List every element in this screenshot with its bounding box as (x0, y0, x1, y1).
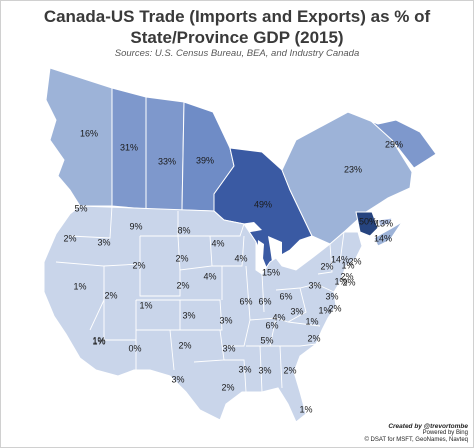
us-mainland-shape (43, 205, 363, 423)
label-maine: 2% (348, 256, 361, 266)
label-manitoba: 39% (196, 155, 214, 165)
label-new-hampshire: 1% (341, 260, 354, 270)
label-montana: 9% (129, 221, 142, 231)
us-state-borders (55, 205, 345, 393)
label-idaho: 3% (97, 237, 110, 247)
label-maryland: 1% (318, 305, 331, 315)
label-nova-scotia: 14% (374, 233, 392, 243)
label-minnesota: 4% (211, 238, 224, 248)
label-kentucky: 4% (272, 312, 285, 322)
label-pei: 13% (375, 218, 393, 228)
label-pennsylvania: 3% (308, 280, 321, 290)
map-credit: Created by @trevortombe Powered by Bing … (364, 423, 468, 444)
label-florida: 1% (299, 404, 312, 414)
label-arkansas: 3% (222, 343, 235, 353)
label-colorado: 1% (139, 300, 152, 310)
label-washington: 5% (74, 203, 87, 213)
label-california: 1% (92, 335, 105, 345)
label-south-dakota: 2% (175, 253, 188, 263)
label-north-dakota: 8% (177, 225, 190, 235)
lake-huron (268, 236, 282, 262)
label-british-columbia: 16% (80, 128, 98, 138)
label-delaware: 2% (328, 303, 341, 313)
label-mississippi: 3% (238, 364, 251, 374)
label-connecticut: 1% (334, 276, 347, 286)
canada (45, 67, 437, 274)
region-shape-saskatchewan (145, 96, 185, 211)
label-missouri: 3% (219, 315, 232, 325)
label-oklahoma: 2% (178, 340, 191, 350)
value-labels: 16% 31% 33% 39% 49% 23% 29% 50% 14% 13% … (63, 128, 403, 414)
label-nebraska: 2% (176, 280, 189, 290)
label-rhode-island: 2% (342, 277, 355, 287)
label-ohio: 6% (279, 291, 292, 301)
label-quebec: 23% (344, 164, 362, 174)
created-by: Created by @trevortombe (388, 423, 468, 430)
region-shape-new-brunswick (355, 211, 379, 237)
region-shape-nova-scotia (373, 221, 403, 247)
label-new-york: 2% (320, 261, 333, 271)
label-north-carolina: 2% (307, 333, 320, 343)
label-west-virginia: 3% (290, 306, 303, 316)
label-oregon: 2% (63, 233, 76, 243)
label-new-mexico: 0% (128, 343, 141, 353)
label-kansas: 3% (182, 310, 195, 320)
region-shape-newfoundland (347, 111, 437, 169)
copyright: © DSAT for MSFT, GeoNames, Navteq (364, 437, 468, 443)
label-illinois: 6% (239, 296, 252, 306)
title-line-2: State/Province GDP (2015) (130, 28, 344, 47)
label-georgia: 2% (283, 365, 296, 375)
label-ontario: 49% (254, 199, 272, 209)
label-arizona: 1% (92, 336, 105, 346)
label-louisiana: 2% (221, 382, 234, 392)
label-wisconsin: 4% (234, 253, 247, 263)
region-shape-quebec (281, 111, 413, 245)
label-new-jersey: 3% (325, 291, 338, 301)
label-tennessee: 6% (265, 320, 278, 330)
label-wyoming: 2% (132, 260, 145, 270)
lake-erie-ontario (282, 256, 312, 270)
label-utah: 2% (104, 290, 117, 300)
title-line-1: Canada-US Trade (Imports and Exports) as… (43, 7, 431, 26)
label-massachusetts: 2% (340, 271, 353, 281)
powered-by: Powered by Bing (422, 430, 468, 436)
label-virginia: 1% (305, 316, 318, 326)
label-new-brunswick: 50% (359, 216, 377, 226)
lake-michigan (256, 240, 264, 274)
label-nevada: 1% (73, 281, 86, 291)
label-indiana: 6% (258, 296, 271, 306)
map-title: Canada-US Trade (Imports and Exports) as… (0, 6, 474, 48)
label-texas: 3% (171, 374, 184, 384)
label-iowa: 4% (203, 271, 216, 281)
map-subtitle: Sources: U.S. Census Bureau, BEA, and In… (114, 48, 360, 59)
region-shape-pei (377, 217, 393, 227)
label-vermont: 14% (331, 254, 349, 264)
label-saskatchewan: 33% (158, 156, 176, 166)
label-michigan: 15% (262, 267, 280, 277)
label-alabama: 3% (258, 365, 271, 375)
label-south-carolina: 5% (260, 335, 273, 345)
united-states (43, 205, 363, 423)
label-alberta: 31% (120, 142, 138, 152)
label-newfoundland: 29% (385, 139, 403, 149)
